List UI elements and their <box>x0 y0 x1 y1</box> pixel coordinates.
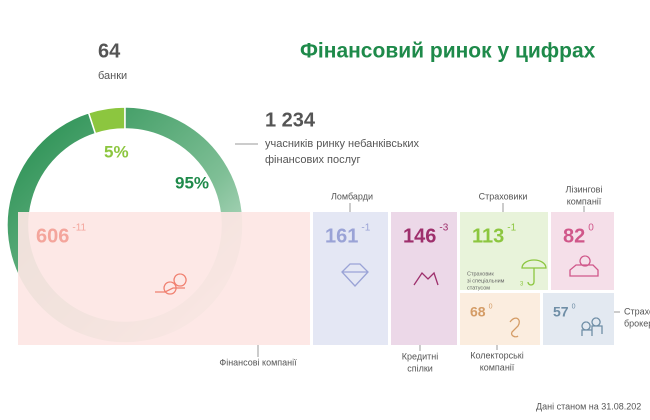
tile <box>313 212 388 345</box>
tile-value: 161 <box>325 225 358 247</box>
segment-label: 95% <box>175 173 209 192</box>
tile-change: -3 <box>439 223 448 234</box>
tile-value: 113 <box>472 225 504 247</box>
tile-label: Колекторські <box>470 350 524 360</box>
tile-value: 82 <box>563 225 585 247</box>
tile <box>460 293 540 345</box>
nonbank-label: учасників ринку небанківських <box>265 138 420 150</box>
tile-label: Фінансові компанії <box>219 357 297 367</box>
tile-value: 146 <box>403 225 436 247</box>
icon <box>581 317 603 336</box>
tile-change: 0 <box>572 304 576 311</box>
icon <box>521 259 547 286</box>
note-label: зі спеціальним <box>467 278 505 284</box>
footnote: Дані станом на 31.08.202 <box>536 401 641 411</box>
tile-label: брокери <box>624 318 650 328</box>
icon <box>413 271 439 286</box>
tile-label: Страховики <box>479 191 528 201</box>
note-label: статусом <box>467 285 490 291</box>
nonbank-count: 1 234 <box>265 109 316 131</box>
title: Фінансовий ринок у цифрах <box>300 40 596 63</box>
banks-count: 64 <box>98 40 121 62</box>
nonbank-label: фінансових послуг <box>265 154 361 166</box>
tile <box>551 212 614 290</box>
icon <box>509 317 520 338</box>
tile-value: 606 <box>36 225 69 247</box>
icon <box>341 263 369 287</box>
tile-label: Ломбарди <box>331 191 373 201</box>
tile-label: спілки <box>407 363 433 373</box>
tile-label: Лізингові <box>566 184 603 194</box>
note-label: Страховик <box>467 271 494 277</box>
tile <box>543 293 614 345</box>
tile-label: Кредитні <box>402 351 438 361</box>
tile-change: 0 <box>588 223 594 234</box>
tile <box>18 212 310 345</box>
tile-change: -1 <box>507 223 516 234</box>
tile <box>391 212 457 345</box>
banks-label: банки <box>98 70 127 82</box>
tile-value: 68 <box>470 304 486 320</box>
tile-change: 0 <box>489 304 493 311</box>
tile-label: компанії <box>567 196 602 206</box>
icon <box>569 255 599 277</box>
tile-value: 57 <box>553 304 569 320</box>
note-value: 3 <box>520 282 524 288</box>
tile-change: -1 <box>361 223 370 234</box>
tile-label: компанії <box>480 362 515 372</box>
icon <box>155 273 187 295</box>
tile-label: Страхові <box>624 306 650 316</box>
tile-change: -11 <box>72 223 86 234</box>
tile <box>460 212 548 290</box>
segment-label: 5% <box>104 142 129 161</box>
